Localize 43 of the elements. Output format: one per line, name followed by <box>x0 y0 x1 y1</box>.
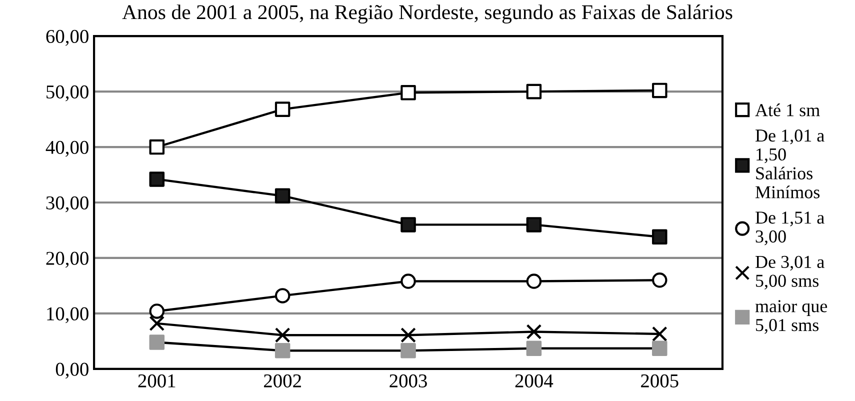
point <box>652 340 668 356</box>
point <box>526 274 542 289</box>
point <box>652 272 668 288</box>
point <box>274 102 290 117</box>
x-tick-label: 2003 <box>390 374 427 388</box>
legend-label: De 1,01 a 1,50 Salários Minímos <box>755 129 824 198</box>
point <box>400 342 416 358</box>
legend-label: De 3,01 a 5,00 sms <box>755 256 824 290</box>
y-tick-label: 20,00 <box>46 252 88 268</box>
point <box>400 274 416 289</box>
point <box>149 139 165 155</box>
point <box>274 342 290 358</box>
point <box>400 327 416 343</box>
point <box>400 217 416 232</box>
point <box>274 288 290 304</box>
x-tick-label: 2002 <box>264 374 301 388</box>
point <box>400 85 416 100</box>
legend-label: maior que 5,01 sms <box>755 300 828 334</box>
y-tick-label: 0,00 <box>56 362 88 379</box>
point <box>274 327 290 343</box>
point <box>149 304 165 319</box>
y-tick-label: 30,00 <box>46 196 88 212</box>
point <box>274 188 290 204</box>
point <box>149 172 165 187</box>
x-tick-label: 2005 <box>641 374 678 388</box>
chart-title: Anos de 2001 a 2005, na Região Nordeste, segundo as Faixas de Salários <box>122 4 732 24</box>
y-tick-label: 40,00 <box>46 140 88 157</box>
legend-label: Até 1 sm <box>755 104 820 116</box>
point <box>652 82 668 98</box>
y-tick-label: 50,00 <box>46 85 88 102</box>
x-tick-label: 2001 <box>138 374 176 388</box>
point <box>149 334 165 350</box>
legend-label: De 1,51 a 3,00 <box>755 212 824 246</box>
x-tick-label: 2004 <box>515 374 554 388</box>
point <box>652 326 668 342</box>
point <box>526 84 542 100</box>
point <box>526 217 542 232</box>
point <box>149 316 165 332</box>
point <box>652 229 668 245</box>
y-tick-label: 60,00 <box>46 30 88 46</box>
point <box>526 324 542 340</box>
point <box>526 340 542 356</box>
y-tick-label: 10,00 <box>47 307 88 324</box>
